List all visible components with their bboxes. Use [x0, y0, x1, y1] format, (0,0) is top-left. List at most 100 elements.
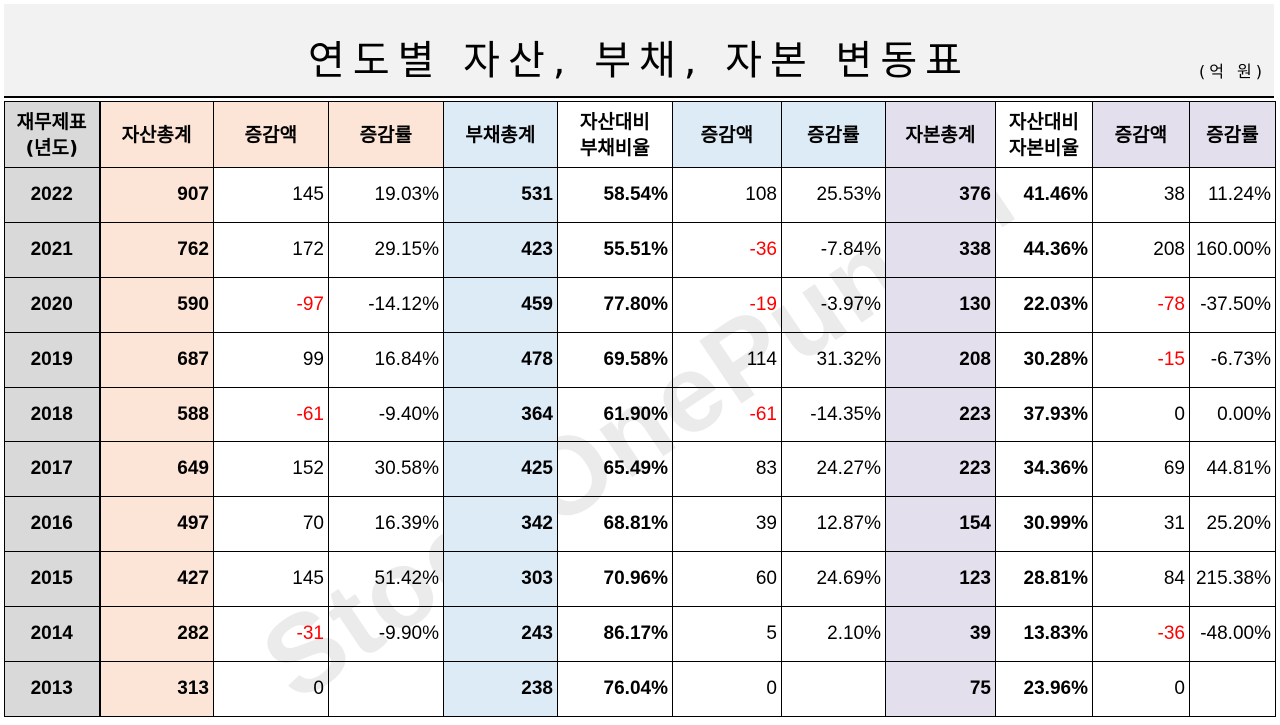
cell-asset-rate: 16.39%	[328, 496, 444, 553]
cell-liab-total: 478	[443, 331, 558, 388]
cell-asset-change: 70	[213, 496, 329, 553]
cell-liab-ratio: 86.17%	[557, 606, 673, 663]
cell-cap-change: 38	[1092, 167, 1190, 223]
header-cap-ratio: 자산대비 자본비율	[995, 101, 1093, 168]
header-asset-change: 증감액	[213, 101, 329, 168]
cell-year: 2016	[4, 496, 101, 553]
cell-asset-change: 145	[213, 551, 329, 608]
cell-cap-total: 338	[885, 221, 996, 278]
cell-asset-total: 687	[99, 331, 214, 388]
table-row: 2013 313 0 238 76.04% 0 75 23.96% 0	[4, 661, 1276, 717]
cell-year: 2020	[4, 276, 101, 333]
cell-liab-ratio: 70.96%	[557, 551, 673, 608]
cell-cap-ratio: 30.99%	[995, 496, 1093, 553]
cell-year: 2013	[4, 661, 101, 717]
cell-liab-rate	[781, 661, 886, 717]
cell-liab-ratio: 76.04%	[557, 661, 673, 717]
cell-liab-change: 114	[672, 331, 782, 388]
cell-cap-change: 31	[1092, 496, 1190, 553]
table-row: 2019 687 99 16.84% 478 69.58% 114 31.32% 208 30.2…	[4, 331, 1276, 388]
cell-liab-total: 303	[443, 551, 558, 608]
table-row: 2020 590 -97 -14.12% 459 77.80% -19 -3.97% 130 22…	[4, 276, 1276, 333]
cell-cap-total: 75	[885, 661, 996, 717]
header-year: 재무제표 (년도)	[4, 101, 101, 168]
cell-liab-rate: 24.27%	[781, 441, 886, 498]
cell-cap-rate: -48.00%	[1189, 606, 1276, 663]
cell-liab-ratio: 77.80%	[557, 276, 673, 333]
cell-asset-rate	[328, 661, 444, 717]
cell-asset-rate: 19.03%	[328, 167, 444, 223]
unit-label: (억 원)	[1198, 62, 1266, 81]
cell-cap-rate: 25.20%	[1189, 496, 1276, 553]
cell-year: 2021	[4, 221, 101, 278]
cell-liab-total: 238	[443, 661, 558, 717]
cell-cap-change: 69	[1092, 441, 1190, 498]
cell-liab-rate: 2.10%	[781, 606, 886, 663]
header-row: 재무제표 (년도) 자산총계 증감액 증감률 부채총계 자산대비 부채비율 증감…	[4, 101, 1276, 168]
cell-cap-total: 123	[885, 551, 996, 608]
cell-liab-ratio: 61.90%	[557, 386, 673, 443]
cell-asset-change: 0	[213, 661, 329, 717]
header-liab-ratio: 자산대비 부채비율	[557, 101, 673, 168]
cell-asset-total: 590	[99, 276, 214, 333]
cell-cap-rate: 215.38%	[1189, 551, 1276, 608]
header-year-text: 재무제표 (년도)	[16, 110, 87, 159]
header-asset-total: 자산총계	[99, 101, 214, 168]
cell-cap-total: 154	[885, 496, 996, 553]
cell-cap-total: 39	[885, 606, 996, 663]
title-bar: 연도별 자산, 부채, 자본 변동표 (억 원)	[4, 4, 1274, 98]
cell-liab-change: 60	[672, 551, 782, 608]
header-cap-rate: 증감률	[1189, 101, 1276, 168]
cell-liab-ratio: 58.54%	[557, 167, 673, 223]
cell-year: 2022	[4, 167, 101, 223]
cell-liab-total: 364	[443, 386, 558, 443]
cell-liab-ratio: 69.58%	[557, 331, 673, 388]
header-cap-change: 증감액	[1092, 101, 1190, 168]
table-row: 2015 427 145 51.42% 303 70.96% 60 24.69% 123 28.8…	[4, 551, 1276, 608]
cell-year: 2017	[4, 441, 101, 498]
cell-asset-total: 427	[99, 551, 214, 608]
cell-liab-ratio: 55.51%	[557, 221, 673, 278]
table-row: 2014 282 -31 -9.90% 243 86.17% 5 2.10% 39 13.83% -…	[4, 606, 1276, 663]
header-liab-change: 증감액	[672, 101, 782, 168]
cell-liab-change: 83	[672, 441, 782, 498]
cell-asset-rate: 30.58%	[328, 441, 444, 498]
cell-asset-rate: -9.40%	[328, 386, 444, 443]
cell-liab-rate: -14.35%	[781, 386, 886, 443]
cell-cap-change: 0	[1092, 386, 1190, 443]
cell-liab-rate: 25.53%	[781, 167, 886, 223]
cell-cap-ratio: 23.96%	[995, 661, 1093, 717]
cell-year: 2019	[4, 331, 101, 388]
cell-cap-total: 208	[885, 331, 996, 388]
cell-asset-change: 99	[213, 331, 329, 388]
financial-table: 재무제표 (년도) 자산총계 증감액 증감률 부채총계 자산대비 부채비율 증감…	[4, 101, 1276, 717]
cell-asset-total: 588	[99, 386, 214, 443]
cell-cap-rate: -6.73%	[1189, 331, 1276, 388]
cell-liab-ratio: 68.81%	[557, 496, 673, 553]
cell-asset-change: 152	[213, 441, 329, 498]
cell-liab-change: -36	[672, 221, 782, 278]
cell-liab-total: 342	[443, 496, 558, 553]
cell-asset-rate: 29.15%	[328, 221, 444, 278]
table-row: 2022 907 145 19.03% 531 58.54% 108 25.53% 376 41.…	[4, 167, 1276, 223]
cell-cap-change: -15	[1092, 331, 1190, 388]
cell-asset-change: -31	[213, 606, 329, 663]
cell-cap-ratio: 37.93%	[995, 386, 1093, 443]
cell-asset-rate: 51.42%	[328, 551, 444, 608]
cell-cap-rate: 11.24%	[1189, 167, 1276, 223]
cell-liab-rate: 12.87%	[781, 496, 886, 553]
header-liab-total: 부채총계	[443, 101, 558, 168]
cell-asset-rate: -9.90%	[328, 606, 444, 663]
cell-year: 2018	[4, 386, 101, 443]
cell-cap-ratio: 30.28%	[995, 331, 1093, 388]
cell-liab-change: -61	[672, 386, 782, 443]
cell-asset-total: 649	[99, 441, 214, 498]
cell-cap-ratio: 34.36%	[995, 441, 1093, 498]
cell-cap-ratio: 41.46%	[995, 167, 1093, 223]
cell-cap-total: 223	[885, 386, 996, 443]
cell-cap-ratio: 13.83%	[995, 606, 1093, 663]
cell-cap-total: 130	[885, 276, 996, 333]
header-asset-rate: 증감률	[328, 101, 444, 168]
cell-cap-change: -36	[1092, 606, 1190, 663]
cell-cap-change: -78	[1092, 276, 1190, 333]
